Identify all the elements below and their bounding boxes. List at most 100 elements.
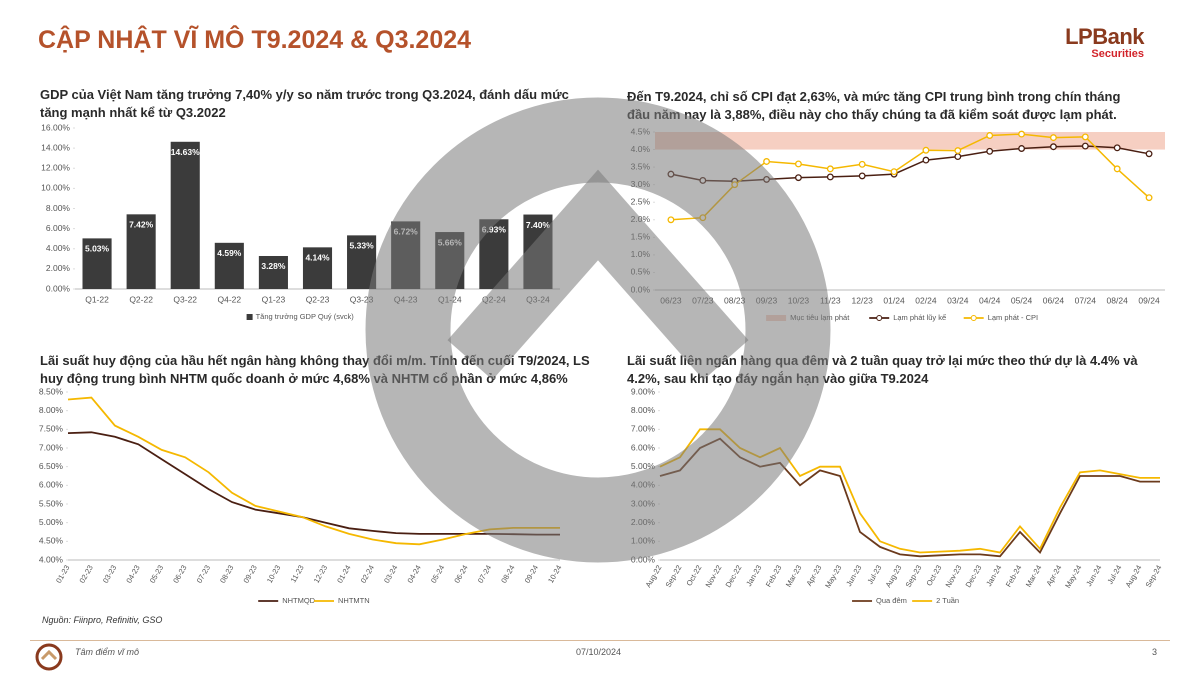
x-tick-label: 07/23 xyxy=(692,295,714,305)
legend-marker xyxy=(876,315,883,321)
value-label: 7.40% xyxy=(526,220,551,230)
x-tick-label: Feb-24 xyxy=(1004,563,1024,588)
x-tick-label: Q1-23 xyxy=(262,294,286,304)
line xyxy=(659,437,1160,558)
legend-label: Mục tiêu lạm phát xyxy=(790,313,850,322)
y-tick-label: 4.50% xyxy=(39,536,64,546)
y-tick-label: 4.00% xyxy=(39,554,64,564)
point xyxy=(858,172,866,180)
x-tick-label: 02-24 xyxy=(359,563,376,584)
x-tick-label: 06/23 xyxy=(660,295,682,305)
y-tick-label: 5.00% xyxy=(631,461,656,471)
point xyxy=(794,160,802,168)
y-tick-label: 4.00% xyxy=(631,480,656,490)
y-tick-label: 5.00% xyxy=(39,517,64,527)
y-tick-label: 0.00% xyxy=(46,283,71,293)
chart-title: GDP của Việt Nam tăng trưởng 7,40% y/y s… xyxy=(40,87,569,120)
y-tick-label: 1.0% xyxy=(631,249,651,259)
point xyxy=(699,177,707,184)
x-tick-label: Jan-24 xyxy=(984,563,1003,587)
y-tick-label: 0.5% xyxy=(631,267,651,277)
y-tick-label: 6.50% xyxy=(39,461,64,471)
chart: 0.00% 1.00% 2.00% 3.00% 4.00% 5.00% 6.00% 7.00%… xyxy=(631,386,1164,605)
value-label: 5.66% xyxy=(438,237,463,247)
page-number: 3 xyxy=(1152,647,1158,657)
x-tick-label: 01/24 xyxy=(883,295,905,305)
x-tick-label: Apr-24 xyxy=(1044,563,1063,587)
y-tick-label: 9.00% xyxy=(631,386,656,396)
bar xyxy=(214,242,244,289)
y-tick-label: 4.0% xyxy=(631,144,651,154)
value-label: 5.03% xyxy=(85,244,110,254)
x-tick-label: 03-23 xyxy=(101,563,118,584)
y-tick-label: 7.00% xyxy=(39,442,64,452)
x-tick-label: 03-24 xyxy=(382,563,399,584)
x-tick-label: 10/23 xyxy=(788,295,810,305)
y-tick-label: 7.00% xyxy=(631,424,656,434)
chart: 0.0% 0.5% 1.0% 1.5% 2.0% 2.5% 3.0% 3.5% 4.0% 4.5%… xyxy=(631,126,1165,322)
x-tick-label: 08/23 xyxy=(724,295,746,305)
bar xyxy=(258,255,288,289)
x-tick-label: Nov-22 xyxy=(704,563,724,588)
x-tick-label: 05-23 xyxy=(148,563,165,584)
x-tick-label: Mar-23 xyxy=(784,563,804,588)
point xyxy=(954,153,962,161)
y-tick-label: 16.00% xyxy=(41,122,70,132)
point xyxy=(667,216,675,224)
x-tick-label: 02/24 xyxy=(915,295,937,305)
value-label: 3.28% xyxy=(261,261,286,271)
y-tick-label: 4.00% xyxy=(46,243,71,253)
x-tick-label: Q4-22 xyxy=(218,294,242,304)
legend-label: NHTMTN xyxy=(338,596,370,605)
value-label: 5.33% xyxy=(350,241,375,251)
y-tick-label: 2.0% xyxy=(631,214,651,224)
x-tick-label: Sep-22 xyxy=(664,563,684,588)
point xyxy=(699,214,707,222)
x-tick-label: 11-23 xyxy=(289,563,306,584)
bar xyxy=(170,141,200,289)
legend-swatch xyxy=(246,314,253,320)
x-tick-label: Jan-23 xyxy=(744,563,763,587)
x-tick-label: Q1-22 xyxy=(85,294,109,304)
bar xyxy=(126,214,156,289)
footer-logo xyxy=(35,643,63,671)
legend-marker xyxy=(970,315,977,321)
point xyxy=(922,146,930,154)
y-tick-label: 12.00% xyxy=(41,163,70,173)
y-tick-label: 7.50% xyxy=(39,424,64,434)
x-tick-label: 09/24 xyxy=(1138,295,1160,305)
x-tick-label: Aug-22 xyxy=(644,563,664,588)
x-tick-label: 08-24 xyxy=(499,563,516,584)
x-tick-label: 10-24 xyxy=(546,563,563,584)
x-tick-label: May-23 xyxy=(823,563,843,589)
x-tick-label: 03/24 xyxy=(947,295,969,305)
x-tick-label: 09-23 xyxy=(241,563,258,584)
x-tick-label: 08/24 xyxy=(1107,295,1129,305)
y-tick-label: 8.50% xyxy=(39,386,64,396)
point xyxy=(763,175,771,183)
value-label: 6.93% xyxy=(482,225,507,235)
x-tick-label: Feb-23 xyxy=(764,563,784,588)
point xyxy=(1081,142,1089,150)
x-tick-label: 10-23 xyxy=(265,563,282,584)
footer-text: Tâm điểm vĩ mô xyxy=(75,647,140,657)
x-tick-label: 08-23 xyxy=(218,563,235,584)
value-label: 4.59% xyxy=(217,248,242,258)
value-label: 6.72% xyxy=(394,227,419,237)
source-note: Nguồn: Fiinpro, Refinitiv, GSO xyxy=(42,615,163,625)
x-tick-label: 02-23 xyxy=(77,563,94,584)
x-tick-label: 07-24 xyxy=(476,563,493,584)
y-tick-label: 1.5% xyxy=(631,232,651,242)
x-tick-label: 04-23 xyxy=(124,563,141,584)
point xyxy=(1113,144,1121,152)
y-tick-label: 5.50% xyxy=(39,498,64,508)
x-tick-label: Sep-24 xyxy=(1144,563,1164,588)
y-tick-label: 8.00% xyxy=(631,405,656,415)
value-label: 14.63% xyxy=(171,147,200,157)
y-tick-label: 8.00% xyxy=(46,203,71,213)
line xyxy=(670,145,1150,182)
x-tick-label: 09/23 xyxy=(756,295,778,305)
x-tick-label: 11/23 xyxy=(820,295,841,305)
point xyxy=(954,147,962,155)
